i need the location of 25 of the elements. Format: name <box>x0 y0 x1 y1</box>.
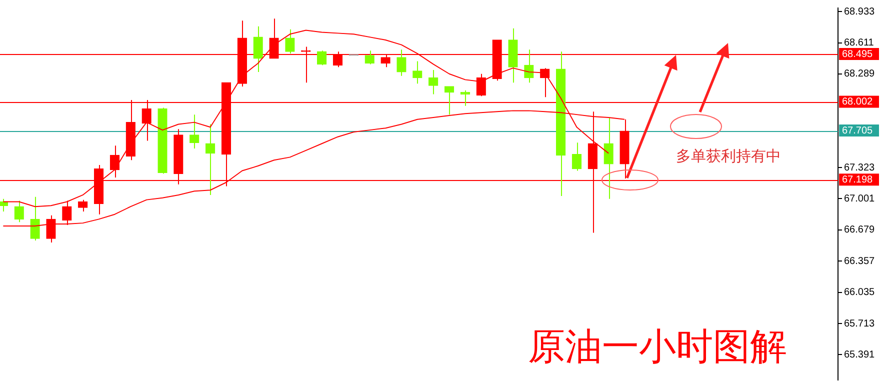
candlestick <box>253 26 263 72</box>
candlestick <box>205 124 216 196</box>
text: 多单获利持有中 <box>676 147 781 166</box>
candlestick <box>604 116 614 200</box>
candlestick <box>190 114 200 149</box>
candlestick <box>30 196 40 241</box>
candlestick <box>0 198 8 212</box>
y-tick-label: 68.611 <box>844 38 874 49</box>
ref-line-label: 67.198 <box>842 174 874 186</box>
ref-line-label: 68.002 <box>842 96 874 108</box>
y-tick-label: 67.001 <box>844 193 876 204</box>
y-tick-label: 66.357 <box>844 256 876 267</box>
ref-line-label: 67.705 <box>842 125 874 136</box>
y-tick-label: 65.391 <box>844 349 876 360</box>
y-tick-label: 67.323 <box>844 162 876 174</box>
text: 原油一小时图解 <box>528 324 787 370</box>
y-tick-label: 66.679 <box>844 224 876 236</box>
ref-line-label: 68.495 <box>842 48 874 60</box>
candlestick <box>412 60 422 84</box>
candlestick <box>476 73 486 97</box>
y-tick-label: 68.289 <box>844 68 876 80</box>
y-tick-label: 65.713 <box>844 318 876 330</box>
candlestick <box>444 86 454 116</box>
y-tick-label: 68.933 <box>844 6 876 18</box>
y-tick-label: 66.035 <box>844 287 876 298</box>
